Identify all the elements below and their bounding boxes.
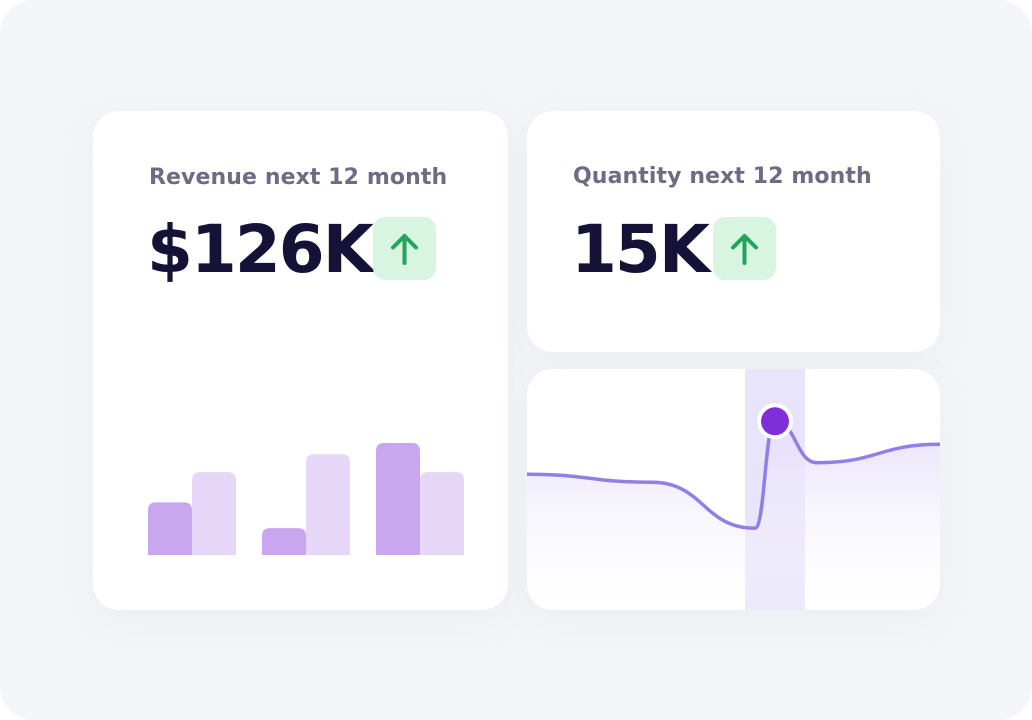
quantity-trend-badge (713, 217, 776, 280)
bar-1-dark (148, 502, 192, 555)
quantity-card[interactable]: Quantity next 12 month 15K (527, 111, 940, 352)
trend-line-chart (527, 369, 940, 610)
bar-3-light (420, 472, 464, 555)
trend-card[interactable] (527, 369, 940, 610)
quantity-value: 15K (571, 211, 710, 288)
quantity-label: Quantity next 12 month (573, 164, 872, 189)
revenue-bar-chart (148, 443, 464, 555)
highlight-point[interactable] (761, 407, 789, 436)
bar-3-dark (376, 443, 420, 555)
trend-area (527, 421, 940, 610)
trend-line (527, 419, 940, 531)
arrow-up-icon (731, 234, 758, 265)
revenue-card[interactable]: Revenue next 12 month $126K (93, 111, 508, 610)
bar-2-dark (262, 528, 306, 555)
bar-1-light (192, 472, 236, 555)
arrow-up-icon (391, 234, 418, 265)
revenue-value: $126K (147, 211, 374, 288)
revenue-label: Revenue next 12 month (149, 165, 448, 190)
revenue-trend-badge (373, 217, 436, 280)
bar-2-light (306, 454, 350, 555)
